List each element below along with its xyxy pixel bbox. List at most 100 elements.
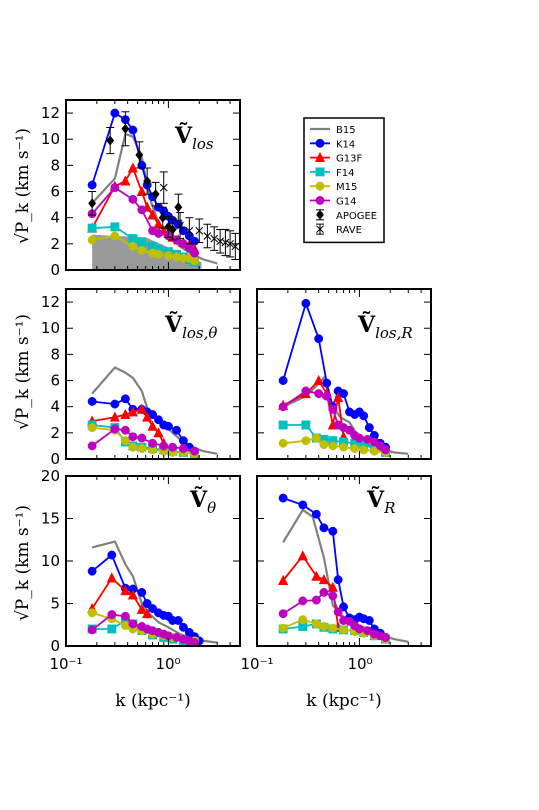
y-tick-label: 0: [50, 450, 60, 468]
y-ticks-los: 0 2 4 6 8 10 12: [41, 104, 240, 279]
data-point-K14: [298, 500, 308, 510]
y-tick-label: 10: [41, 319, 60, 337]
series-line-G14: [91, 427, 195, 453]
y-tick-label: 8: [50, 345, 60, 363]
data-point-RAVE: [176, 221, 184, 230]
panel-title-main: Ṽ: [357, 311, 376, 338]
data-point-M15: [120, 621, 130, 631]
y-tick-label: 12: [41, 104, 60, 122]
series-G14: [278, 588, 391, 642]
data-point-G13F: [136, 403, 147, 414]
series-APOGEE: [88, 111, 183, 241]
legend-marker: [316, 225, 324, 233]
data-point-K14: [359, 411, 369, 421]
data-point-G14: [128, 432, 138, 442]
plot-area-los_R: [278, 298, 409, 457]
data-point-G14: [190, 248, 200, 258]
data-point-G13F: [147, 209, 158, 220]
panel-theta: 0 5 10 15 20 Ṽθ: [41, 467, 241, 655]
x-axis-label-left: k (kpc⁻¹): [115, 691, 190, 711]
x-ticks-los: [65, 100, 231, 270]
data-point-M15: [328, 623, 338, 633]
data-point-K14: [137, 588, 147, 597]
data-point-G14: [322, 391, 332, 401]
legend-label: K14: [336, 139, 355, 150]
data-point-G14: [87, 625, 97, 635]
data-point-M15: [128, 442, 138, 452]
y-tick-label: 6: [50, 183, 60, 201]
data-point-APOGEE: [121, 123, 130, 134]
data-point-K14: [87, 180, 97, 190]
x-tick-label-right-1: 10⁰: [347, 655, 372, 673]
data-point-G13F: [120, 408, 131, 419]
data-point-RAVE: [195, 226, 204, 235]
data-point-M15: [339, 442, 349, 452]
data-point-G13F: [142, 607, 153, 619]
data-point-APOGEE: [174, 202, 183, 213]
legend-entry-APOGEE: APOGEE: [315, 209, 377, 222]
data-point-G14: [128, 194, 138, 204]
series-K14: [278, 493, 391, 642]
legend-label: G13F: [336, 154, 362, 165]
data-point-M15: [128, 242, 138, 251]
data-point-G13F: [142, 411, 153, 422]
legend-marker: [315, 181, 325, 191]
legend-marker: [315, 196, 325, 205]
data-point-K14: [178, 622, 188, 632]
data-point-M15: [319, 440, 329, 450]
data-point-K14: [142, 599, 152, 608]
data-point-F14: [137, 238, 147, 247]
panel-title-sub: los: [192, 135, 214, 153]
panel-title-main: Ṽ: [174, 122, 193, 149]
plot-area-theta: [87, 540, 218, 646]
data-point-APOGEE: [143, 175, 152, 187]
data-point-G14: [110, 183, 120, 193]
legend-marker: [314, 151, 326, 163]
panel-los: 0 2 4 6 8 10 12 Ṽlos: [41, 99, 241, 279]
data-point-M15: [311, 619, 321, 629]
y-tick-label: 10: [41, 552, 60, 570]
y-tick-label: 12: [41, 293, 60, 311]
data-point-APOGEE: [151, 189, 160, 200]
data-point-K14: [172, 425, 181, 435]
data-point-K14: [87, 566, 97, 576]
data-point-G14: [120, 425, 130, 435]
y-axis-label-bottom: √P_k (km s⁻¹): [13, 505, 33, 621]
data-point-G14: [328, 591, 338, 601]
data-point-K14: [128, 125, 138, 135]
legend: B15 K14 G13F F14 M15 G14 APOGEE RAVE: [303, 117, 385, 244]
data-point-M15: [137, 444, 147, 453]
data-point-F14: [128, 234, 138, 244]
data-point-RAVE: [185, 226, 194, 235]
data-point-G13F: [106, 572, 117, 583]
y-tick-label: 20: [41, 467, 60, 485]
data-point-G13F: [278, 574, 289, 585]
series-M15: [278, 433, 391, 457]
data-point-G14: [278, 402, 288, 412]
legend-entry-K14: K14: [310, 138, 355, 150]
data-point-G13F: [297, 550, 308, 561]
data-point-G14: [381, 445, 391, 455]
data-point-M15: [301, 436, 311, 446]
x-tick-label-left-0.1: 10⁻¹: [49, 655, 82, 673]
panel-title-sub: los,θ: [182, 324, 217, 342]
series-M15: [87, 231, 200, 266]
series-line-M15: [282, 437, 386, 454]
y-axis-label-middle: √P_k (km s⁻¹): [13, 314, 33, 430]
data-point-RAVE: [226, 239, 234, 248]
data-point-G14: [120, 611, 130, 621]
y-tick-label: 0: [50, 261, 60, 279]
series-G13F: [278, 374, 349, 442]
y-ticks-R: [257, 475, 431, 647]
data-point-G14: [328, 404, 338, 414]
data-point-K14: [311, 509, 321, 519]
data-point-G13F: [136, 603, 147, 614]
data-point-APOGEE: [135, 149, 144, 161]
data-point-K14: [339, 389, 349, 399]
data-point-G14: [298, 596, 308, 606]
data-point-K14: [178, 436, 188, 446]
data-point-K14: [314, 334, 324, 344]
data-point-G14: [319, 588, 329, 597]
data-point-G13F: [153, 218, 164, 229]
panel-title-los_R: Ṽlos,R: [357, 311, 413, 342]
